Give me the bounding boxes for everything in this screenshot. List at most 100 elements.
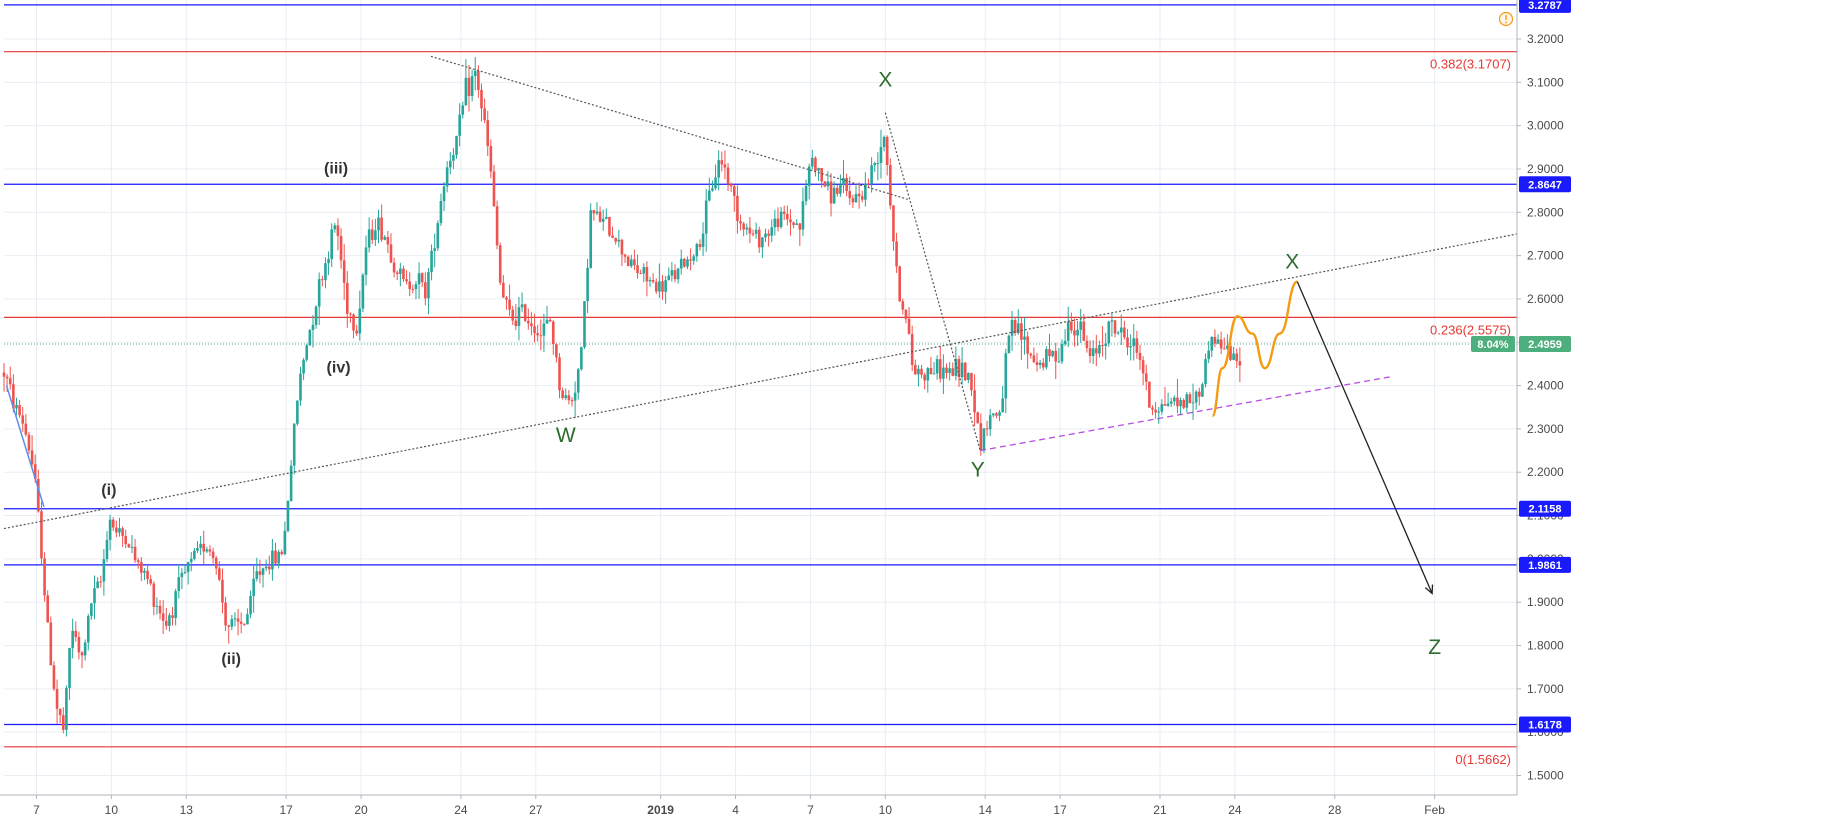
candle-body <box>732 186 736 196</box>
candle-body <box>789 219 792 223</box>
x-tick-label: 4 <box>732 803 739 817</box>
level-price-badge <box>1519 176 1571 193</box>
candle-body <box>1123 327 1126 338</box>
candle-body <box>1082 321 1086 341</box>
candle-body <box>885 136 889 166</box>
level-price-badge <box>1519 716 1571 733</box>
candle-body <box>1085 340 1089 349</box>
fib-level-label: 0(1.5662) <box>1455 752 1511 767</box>
candle-body <box>255 571 259 579</box>
candle-body <box>470 76 474 96</box>
candle-body <box>811 157 814 167</box>
candle-body <box>1041 362 1045 368</box>
candle-body <box>801 201 805 230</box>
candle-body <box>221 579 224 603</box>
blue-diagonal-line <box>5 385 45 508</box>
candle-body <box>345 282 349 314</box>
candle-body <box>243 623 246 625</box>
candle-body <box>18 404 21 416</box>
candle-body <box>330 229 333 259</box>
candle-body <box>155 605 159 607</box>
candle-body <box>1204 359 1207 385</box>
candle-body <box>193 550 196 559</box>
candle-body <box>551 321 555 345</box>
alert-circle-icon[interactable] <box>1498 11 1514 27</box>
candle-body <box>224 602 227 626</box>
candle-body <box>1119 327 1123 333</box>
candle-body <box>708 190 711 201</box>
candle-body <box>498 245 502 283</box>
candle-body <box>527 320 530 324</box>
candle-body <box>86 616 90 643</box>
candle-body <box>1135 338 1139 353</box>
candle-body <box>558 357 561 391</box>
candle-body <box>27 434 31 451</box>
candle-body <box>1091 348 1095 356</box>
candle-body <box>1101 344 1104 346</box>
candle-body <box>90 603 93 617</box>
candle-body <box>402 268 405 280</box>
candle-body <box>1129 346 1132 348</box>
candle-body <box>626 256 630 267</box>
candle-body <box>926 368 930 381</box>
candle-body <box>102 559 106 582</box>
wave-label: (iv) <box>327 360 351 377</box>
candle-body <box>321 279 324 281</box>
candle-body <box>1151 407 1154 410</box>
alert-layer[interactable] <box>1498 11 1514 27</box>
candle-body <box>455 135 458 155</box>
candle-body <box>442 186 446 202</box>
candle-body <box>879 147 883 164</box>
candle-body <box>43 558 46 596</box>
candle-body <box>826 181 830 187</box>
candle-body <box>854 193 858 203</box>
x-tick-label: 10 <box>105 803 119 817</box>
candle-body <box>417 273 421 285</box>
y-tick-label: 2.3000 <box>1527 422 1564 436</box>
candle-body <box>296 400 299 424</box>
level-price-badge-label: 3.2787 <box>1528 0 1562 12</box>
x-tick-label: 2019 <box>647 803 674 817</box>
y-tick-label: 2.6000 <box>1527 292 1564 306</box>
candle-body <box>1066 321 1070 341</box>
price-change-label: 8.04% <box>1477 339 1508 351</box>
candle-body <box>898 266 901 302</box>
candle-body <box>1144 373 1148 382</box>
candle-body <box>654 281 658 292</box>
candle-body <box>963 362 967 381</box>
candle-body <box>845 178 848 192</box>
candle-body <box>168 615 171 626</box>
wave-label: X <box>1285 251 1299 274</box>
price-axis-background <box>1517 0 1822 824</box>
y-tick-label: 2.4000 <box>1527 379 1564 393</box>
candle-body <box>133 546 137 561</box>
y-tick-label: 3.1000 <box>1527 75 1564 89</box>
candle-body <box>992 413 995 416</box>
candle-body <box>108 519 112 540</box>
candle-body <box>249 596 252 615</box>
candle-body <box>629 259 633 267</box>
candle-body <box>411 288 415 290</box>
candle-body <box>1148 381 1151 408</box>
candle-body <box>286 501 290 531</box>
candle-body <box>480 89 483 109</box>
candle-body <box>436 223 440 249</box>
candle-body <box>124 535 128 545</box>
candle-body <box>995 413 998 416</box>
x-tick-label: 7 <box>807 803 814 817</box>
candle-body <box>405 279 408 282</box>
candle-body <box>548 319 552 322</box>
candle-body <box>1216 339 1220 344</box>
candle-body <box>161 613 165 621</box>
candle-body <box>779 211 783 228</box>
candle-body <box>333 225 337 230</box>
grid-layer <box>4 0 1517 795</box>
candle-body <box>798 223 802 230</box>
candle-body <box>464 77 468 106</box>
candle-body <box>1057 361 1061 363</box>
candle-body <box>2 372 6 377</box>
candle-body <box>289 465 293 502</box>
candle-body <box>186 562 190 573</box>
